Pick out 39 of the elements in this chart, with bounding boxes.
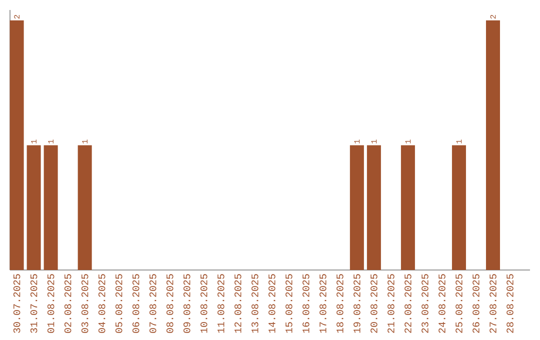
x-tick-label: 06.08.2025 <box>132 274 140 333</box>
x-tick-label: 21.08.2025 <box>388 274 394 333</box>
data-label: 1 <box>405 140 411 144</box>
x-tick-label: 12.08.2025 <box>234 274 242 333</box>
x-tick-label: 25.08.2025 <box>456 274 462 333</box>
x-tick-label: 31.07.2025 <box>30 274 38 333</box>
data-label: 1 <box>456 140 462 144</box>
x-tick-label: 26.08.2025 <box>472 274 480 333</box>
x-tick-label: 16.08.2025 <box>302 274 310 333</box>
x-tick-label: 20.08.2025 <box>370 274 378 333</box>
x-tick-label: 14.08.2025 <box>268 274 276 333</box>
x-tick-label: 09.08.2025 <box>183 274 190 333</box>
data-label: 1 <box>48 140 54 144</box>
x-tick-label: 23.08.2025 <box>422 274 428 333</box>
x-tick-label: 15.08.2025 <box>286 274 292 333</box>
data-label: 2 <box>14 14 20 19</box>
x-tick-label: 24.08.2025 <box>438 274 446 333</box>
x-tick-label: 01.08.2025 <box>47 274 54 333</box>
x-tick-label: 05.08.2025 <box>115 274 122 333</box>
x-tick-label: 27.08.2025 <box>490 274 496 333</box>
x-tick-label: 10.08.2025 <box>200 274 208 333</box>
x-tick-label: 30.07.2025 <box>13 274 20 333</box>
x-tick-label: 17.08.2025 <box>320 274 326 333</box>
x-tick-label: 07.08.2025 <box>149 274 156 333</box>
x-tick-label: 13.08.2025 <box>252 274 258 333</box>
x-tick-label: 04.08.2025 <box>98 274 106 333</box>
data-label: 1 <box>31 140 36 144</box>
x-tick-label: 22.08.2025 <box>404 274 412 333</box>
x-tick-label: 18.08.2025 <box>336 274 344 333</box>
x-tick-label: 08.08.2025 <box>166 274 174 333</box>
data-label: 1 <box>354 140 360 144</box>
x-tick-label: 28.08.2025 <box>506 274 514 333</box>
x-tick-label: 11.08.2025 <box>217 274 224 333</box>
data-label: 1 <box>82 140 88 144</box>
x-tick-label: 02.08.2025 <box>64 274 72 333</box>
data-label: 1 <box>371 140 377 144</box>
x-tick-label: 03.08.2025 <box>81 274 88 333</box>
x-tick-label: 19.08.2025 <box>354 274 360 333</box>
data-label: 2 <box>490 14 496 19</box>
